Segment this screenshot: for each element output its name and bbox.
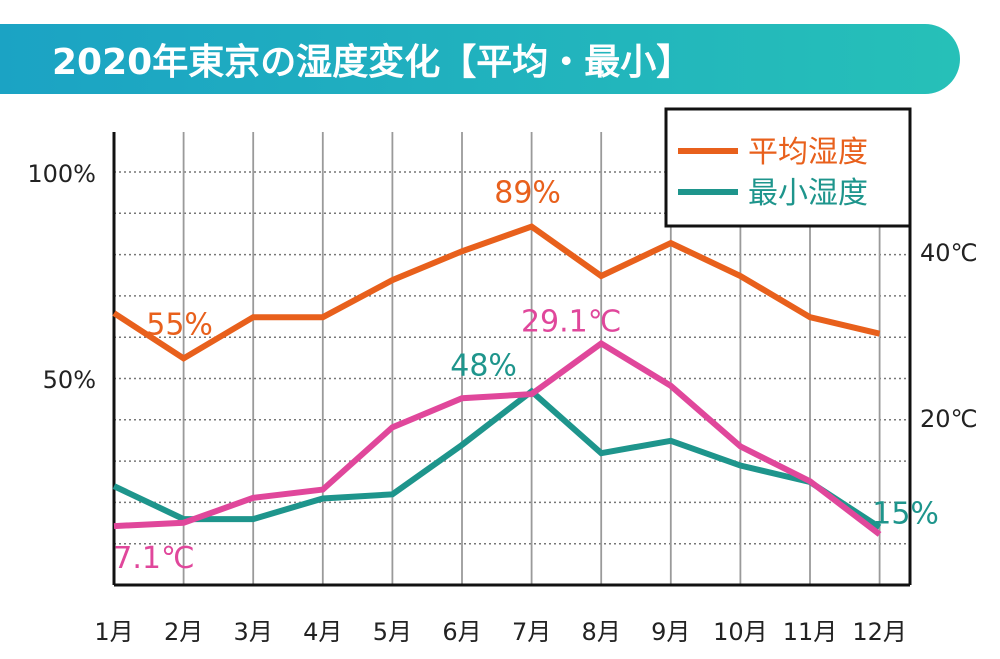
x-tick-label: 7月 xyxy=(512,618,551,646)
x-tick-label: 6月 xyxy=(442,618,481,646)
data-label: 55% xyxy=(146,307,213,342)
x-tick-label: 5月 xyxy=(373,618,412,646)
data-label: 7.1℃ xyxy=(113,541,194,576)
legend-label-minimum: 最小湿度 xyxy=(748,176,868,211)
series-line-temperature xyxy=(113,339,882,537)
x-tick-label: 2月 xyxy=(164,618,203,646)
axes: 100% 50% 40℃ 20℃ 1月 2月 3月 4月 5月 6月 7月 8月 9月 10月 11月 12月 xyxy=(27,132,978,646)
annotations: 55% 89% 29.1℃48% 7.1℃ 15% xyxy=(113,176,939,577)
y-tick-label-right: 20℃ xyxy=(920,405,978,433)
series-line-average-humidity xyxy=(112,223,881,362)
series-lines xyxy=(112,223,882,537)
legend: 平均湿度 最小湿度 xyxy=(664,107,912,228)
x-tick-label: 12月 xyxy=(852,618,907,646)
data-label: 89% xyxy=(494,176,561,211)
x-tick-label: 10月 xyxy=(713,618,768,646)
x-tick-label: 4月 xyxy=(303,618,342,646)
chart-title: 2020年東京の湿度変化【平均・最小】 xyxy=(52,41,692,83)
x-tick-label: 3月 xyxy=(234,618,273,646)
data-label: 15% xyxy=(872,496,939,531)
legend-box xyxy=(664,107,912,228)
y-tick-label-right: 40℃ xyxy=(920,239,978,267)
data-label: 29.1℃ xyxy=(521,304,622,339)
series-line-minimum-humidity xyxy=(112,387,882,530)
y-tick-label-left: 50% xyxy=(43,366,96,394)
y-tick-label-left: 100% xyxy=(27,160,96,188)
x-tick-label: 11月 xyxy=(783,618,838,646)
x-tick-label: 1月 xyxy=(94,618,133,646)
data-label: 48% xyxy=(450,348,517,383)
title-banner xyxy=(0,24,960,94)
x-tick-label: 8月 xyxy=(582,618,621,646)
legend-label-average: 平均湿度 xyxy=(748,135,868,170)
x-tick-label: 9月 xyxy=(651,618,690,646)
